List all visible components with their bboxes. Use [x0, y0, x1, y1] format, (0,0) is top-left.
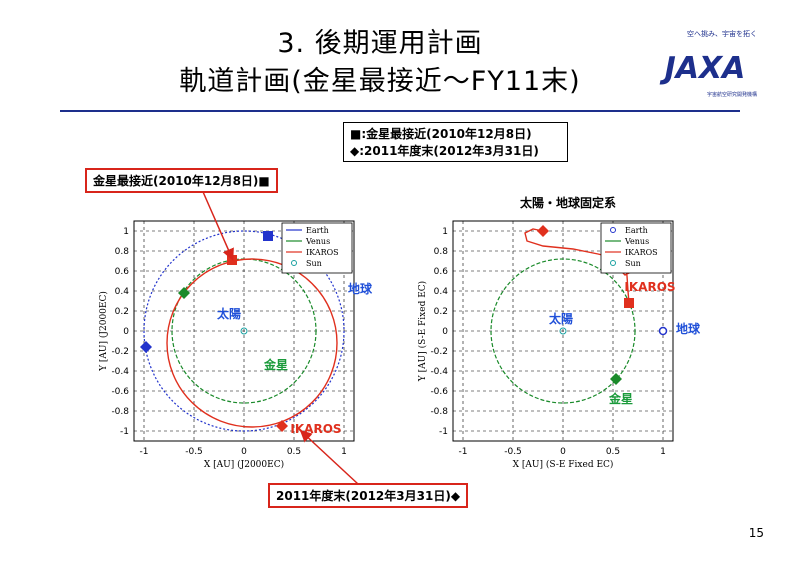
y-tick-label: -0.8: [430, 407, 448, 417]
y-tick-label: 0: [442, 327, 448, 337]
title-divider: [60, 110, 740, 112]
marker-diamond-ikaros: [276, 420, 288, 432]
jaxa-logo: 空へ挑み、宇宙を拓く JAXA 宇宙航空研究開発機構: [660, 29, 757, 98]
x-tick-label: 0: [560, 447, 566, 457]
y-tick-label: 0.8: [434, 247, 449, 257]
chart-inertial-frame: -1 -0.5 0 0.5 1 1 0.8 0.6 0.4 0.2 0 -0.2 -0.4 -0.6 -0.…: [98, 220, 373, 470]
y-tick-label: -0.6: [111, 387, 129, 397]
marker-diamond-venus: [610, 373, 622, 385]
annotation-sun: 太陽: [549, 311, 573, 326]
y-tick-label: -0.2: [111, 347, 129, 357]
y-tick-label: 0.2: [115, 307, 129, 317]
y-tick-label: -0.6: [430, 387, 448, 397]
legend-swatch-sun: [610, 260, 616, 266]
x-tick-label: 0.5: [287, 447, 301, 457]
y-tick-label: 0.6: [434, 267, 449, 277]
legend-label-sun: Sun: [625, 259, 641, 268]
y-tick-label: -0.8: [111, 407, 129, 417]
x-tick-label: -1: [140, 447, 149, 457]
x-tick-label: 0.5: [606, 447, 620, 457]
marker-square-earth: [263, 231, 273, 241]
y-tick-label: 0.4: [434, 287, 449, 297]
series-sun-point: [240, 327, 248, 335]
legend-box: [600, 222, 672, 274]
series-sun-point: [559, 327, 567, 335]
x-axis-label: X [AU] (S-E Fixed EC): [513, 459, 614, 470]
logo-wordmark: JAXA: [660, 51, 746, 86]
annotation-venus: 金星: [263, 357, 288, 372]
marker-circle-earth: [658, 326, 668, 336]
callout-fy-end: 2011年度末(2012年3月31日)◆: [268, 483, 469, 508]
y-tick-label: 1: [123, 227, 129, 237]
y-tick-label: -0.4: [430, 367, 448, 377]
slide-title-line1: 3. 後期運用計画: [277, 28, 483, 59]
series-ikaros-orbit: [166, 258, 338, 428]
x-tick-label: 1: [341, 447, 347, 457]
legend-swatch-earth: [610, 227, 616, 233]
x-tick-label: 0: [241, 447, 247, 457]
x-tick-label: 1: [660, 447, 666, 457]
annotation-sun: 太陽: [217, 306, 241, 321]
annotation-ikaros: IKAROS: [624, 280, 675, 294]
series-venus-orbit: [490, 258, 636, 404]
marker-square-ikaros: [624, 298, 634, 308]
y-tick-label: -0.2: [430, 347, 448, 357]
legend-label-ikaros: IKAROS: [306, 248, 339, 257]
y-tick-label: 0.8: [115, 247, 130, 257]
x-axis-label: X [AU] (J2000EC): [204, 459, 284, 470]
y-tick-label: 0.4: [115, 287, 130, 297]
marker-diamond-venus: [178, 287, 190, 299]
y-tick-label: -1: [120, 427, 129, 437]
legend-label-sun: Sun: [306, 259, 322, 268]
y-axis-label: Y [AU] (S-E Fixed EC): [417, 281, 428, 382]
callout-venus-approach: 金星最接近(2010年12月8日)■: [85, 168, 278, 193]
marker-diamond-earth: [140, 341, 152, 353]
legend-line-fy-end: ◆:2011年度末(2012年3月31日): [350, 144, 539, 158]
series-earth-orbit: [143, 230, 345, 432]
y-tick-label: 1: [442, 227, 448, 237]
page-number: 15: [748, 526, 764, 540]
callout-arrow-fy-end: [299, 429, 359, 485]
y-tick-label: 0: [123, 327, 129, 337]
legend-label-venus: Venus: [624, 237, 649, 246]
legend-label-ikaros: IKAROS: [625, 248, 658, 257]
legend-box: [281, 222, 353, 274]
logo-org: 宇宙航空研究開発機構: [707, 91, 757, 98]
legend-label-earth: Earth: [625, 226, 648, 235]
x-tick-label: -1: [459, 447, 468, 457]
y-tick-label: 0.2: [434, 307, 448, 317]
slide-title-line2: 軌道計画(金星最接近〜FY11末): [179, 66, 581, 97]
legend-label-venus: Venus: [305, 237, 330, 246]
legend-label-earth: Earth: [306, 226, 329, 235]
y-tick-label: 0.6: [115, 267, 130, 277]
y-tick-label: -1: [439, 427, 448, 437]
annotation-earth: 地球: [348, 281, 373, 296]
annotation-earth: 地球: [676, 321, 701, 336]
y-axis-label: Y [AU] (J2000EC): [98, 291, 109, 372]
annotation-ikaros: IKAROS: [290, 422, 341, 436]
marker-diamond-ikaros: [537, 225, 549, 237]
x-tick-label: -0.5: [504, 447, 522, 457]
legend-line-closest-approach: ■:金星最接近(2010年12月8日): [350, 127, 532, 141]
logo-tagline: 空へ挑み、宇宙を拓く: [687, 29, 757, 38]
chart-title: 太陽・地球固定系: [520, 195, 616, 210]
annotation-venus: 金星: [608, 391, 633, 406]
legend-swatch-sun: [291, 260, 297, 266]
marker-legend-box: ■:金星最接近(2010年12月8日) ◆:2011年度末(2012年3月31日…: [343, 122, 568, 162]
y-tick-label: -0.4: [111, 367, 129, 377]
callout-arrow-approach: [199, 184, 234, 261]
chart-sun-earth-fixed-frame: -1 -0.5 0 0.5 1 1 0.8 0.6 0.4 0.2 0 -0.2 -0.4 -0.6 -0.…: [417, 195, 701, 470]
x-tick-label: -0.5: [185, 447, 203, 457]
